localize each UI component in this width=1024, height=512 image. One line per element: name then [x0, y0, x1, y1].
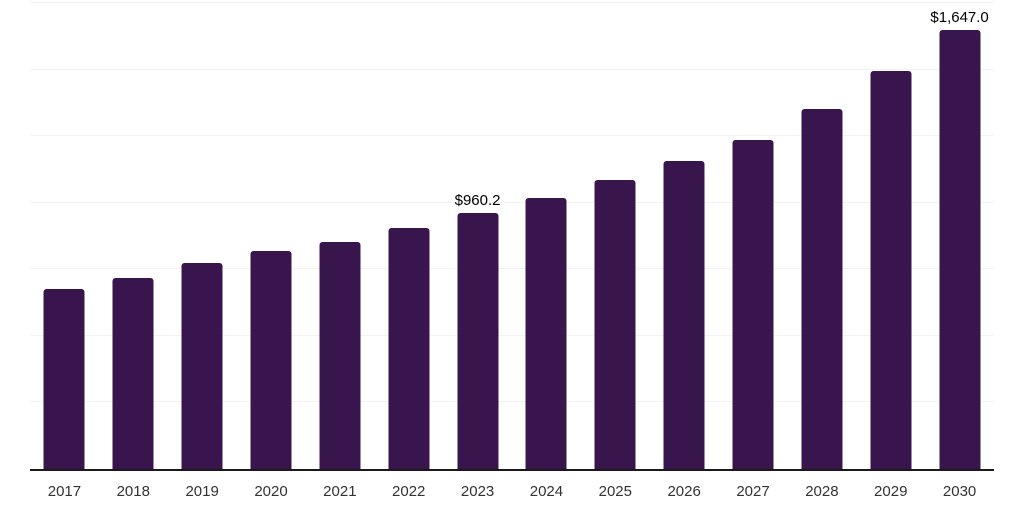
- bar-slot-2029: [856, 3, 925, 469]
- bars: $960.2 $1,647.0: [30, 3, 994, 469]
- gridline-250: [30, 401, 994, 403]
- x-tick-label-2021: 2021: [323, 483, 357, 500]
- gridlines: [30, 2, 994, 469]
- bar-slot-2027: [719, 3, 788, 469]
- bar-2027: [732, 139, 774, 469]
- gridline-1000: [30, 201, 994, 203]
- bar-slot-2020: [237, 3, 306, 469]
- bar-slot-2019: [168, 3, 237, 469]
- x-tick-label-2023: 2023: [460, 483, 495, 500]
- bar-2022: [388, 227, 430, 469]
- bar-slot-2026: [650, 3, 719, 469]
- bar-slot-2024: [512, 3, 581, 469]
- bar-2024: [525, 197, 567, 469]
- x-tick-label-2029: 2029: [874, 483, 908, 500]
- x-tick-label-2028: 2028: [805, 483, 839, 500]
- bar-2023: [457, 213, 499, 469]
- bar-slot-2017: [30, 3, 99, 469]
- x-tick-label-2020: 2020: [254, 483, 288, 500]
- bar-2019: [181, 262, 223, 469]
- bar-slot-2028: [787, 3, 856, 469]
- bar-2018: [112, 277, 154, 469]
- bar-slot-2022: [374, 3, 443, 469]
- gridline-500: [30, 334, 994, 336]
- x-tick-label-2030: 2030: [942, 483, 977, 500]
- gridline-750: [30, 268, 994, 270]
- bar-slot-2023: $960.2: [443, 3, 512, 469]
- plot-area: $960.2 $1,647.0: [30, 2, 994, 471]
- bar-2030: [939, 30, 981, 469]
- x-axis-labels: 2017 2018 2019 2020 2021 2022 2023 2024 2025 2026…: [30, 482, 994, 501]
- bar-slot-2025: [581, 3, 650, 469]
- bar-slot-2030: $1,647.0: [925, 3, 994, 469]
- bar-2026: [663, 161, 705, 469]
- value-label-2023: $960.2: [454, 192, 501, 210]
- x-tick-label-2025: 2025: [598, 483, 632, 500]
- x-tick-label-2022: 2022: [392, 483, 426, 500]
- bar-slot-2021: [305, 3, 374, 469]
- gridline-1750: [30, 2, 994, 3]
- bar-2021: [319, 241, 361, 469]
- value-label-2030: $1,647.0: [930, 9, 989, 27]
- x-axis-line: [30, 469, 994, 471]
- x-tick-label-2027: 2027: [736, 483, 770, 500]
- x-tick-label-2019: 2019: [185, 483, 219, 500]
- x-tick-label-2026: 2026: [667, 483, 701, 500]
- bar-2028: [801, 108, 843, 469]
- gridline-1250: [30, 135, 994, 137]
- x-tick-label-2024: 2024: [529, 483, 564, 500]
- x-tick-label-2018: 2018: [116, 483, 150, 500]
- bar-slot-2018: [99, 3, 168, 469]
- bar-2025: [594, 180, 636, 469]
- bar-2029: [870, 70, 912, 469]
- bar-2020: [250, 251, 292, 469]
- x-tick-label-2017: 2017: [47, 483, 82, 500]
- gridline-1500: [30, 68, 994, 70]
- bar-2017: [43, 289, 85, 469]
